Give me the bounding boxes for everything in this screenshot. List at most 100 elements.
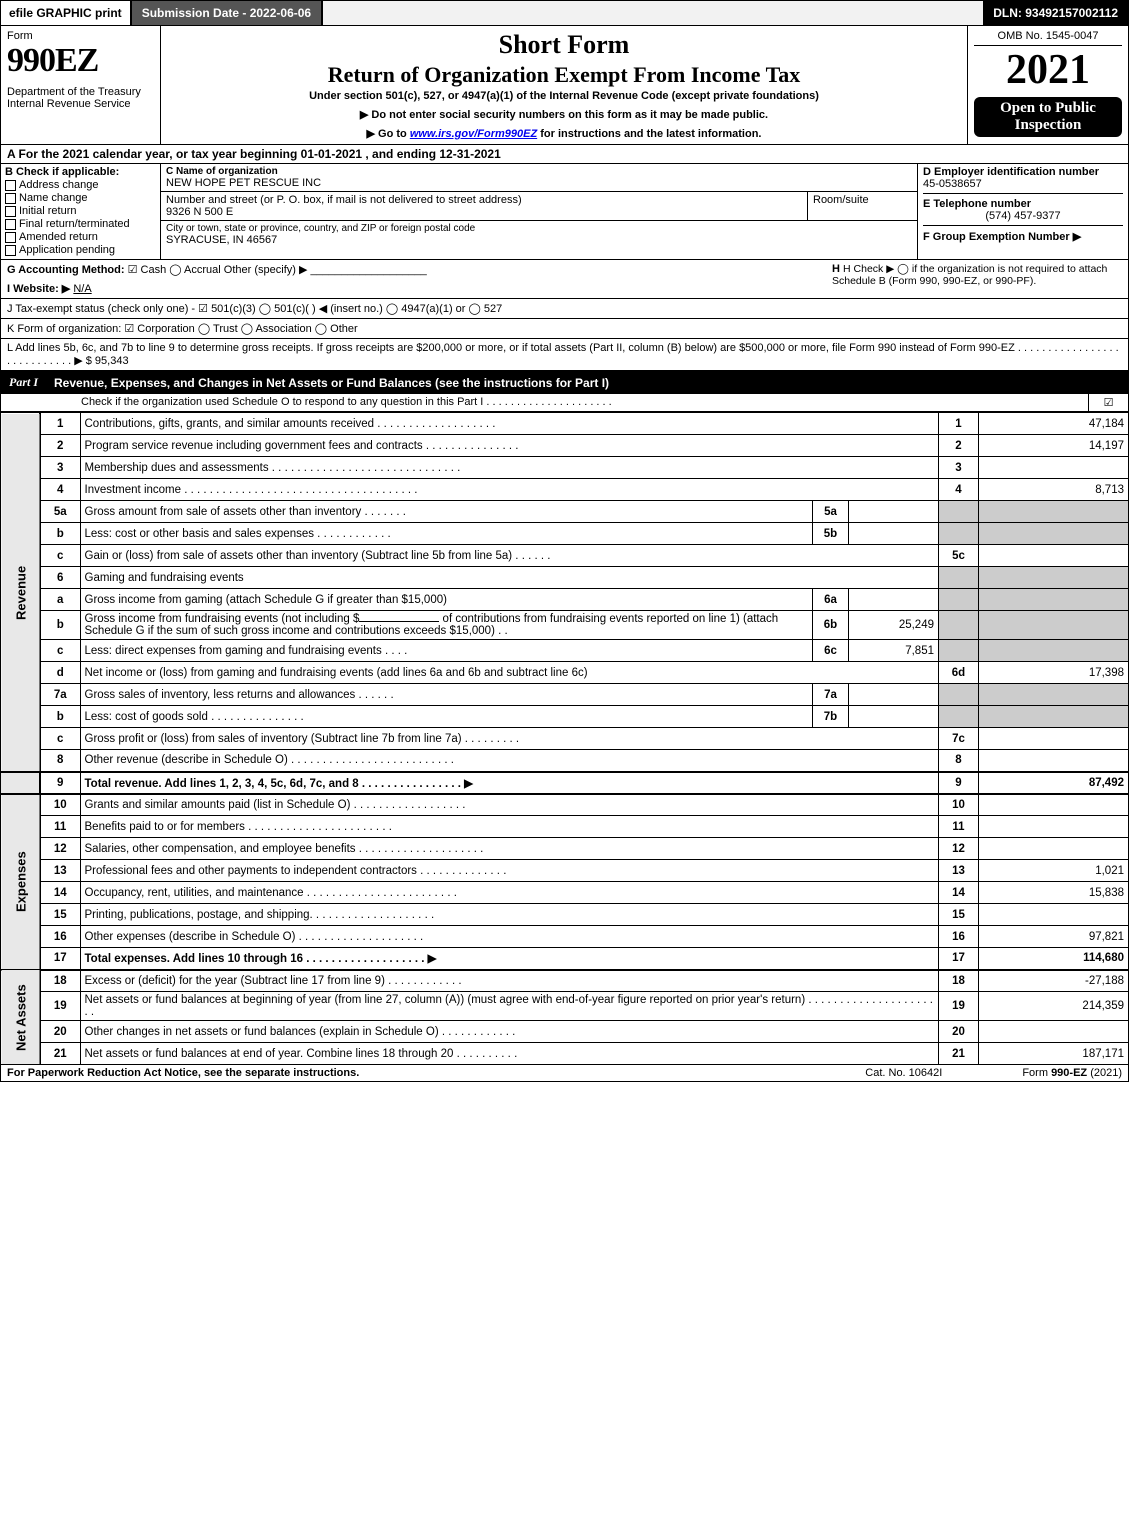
line-2-val: 14,197: [979, 435, 1129, 457]
form-word: Form: [7, 30, 154, 42]
chk-address-change[interactable]: Address change: [5, 179, 156, 191]
line-18-rnum: 18: [939, 970, 979, 992]
line-6-num: 6: [40, 567, 80, 589]
line-5a-rval: [979, 501, 1129, 523]
line-21-rnum: 21: [939, 1043, 979, 1065]
line-16-desc: Other expenses (describe in Schedule O) …: [80, 926, 939, 948]
form-header: Form 990EZ Department of the Treasury In…: [0, 26, 1129, 145]
line-7c-desc: Gross profit or (loss) from sales of inv…: [80, 728, 939, 750]
j-row: J Tax-exempt status (check only one) - ☑…: [1, 299, 1128, 319]
line-5a-desc: Gross amount from sale of assets other t…: [80, 501, 813, 523]
line-1-val: 47,184: [979, 413, 1129, 435]
d-ein-lbl: D Employer identification number: [923, 166, 1123, 178]
line-12-desc: Salaries, other compensation, and employ…: [80, 838, 939, 860]
line-17-desc: Total expenses. Add lines 10 through 16 …: [80, 948, 939, 970]
line-6b-desc: Gross income from fundraising events (no…: [80, 611, 813, 640]
line-20-num: 20: [40, 1021, 80, 1043]
line-16-num: 16: [40, 926, 80, 948]
dln-number: DLN: 93492157002112: [983, 1, 1128, 25]
line-6d-desc: Net income or (loss) from gaming and fun…: [80, 662, 939, 684]
chk-application-pending[interactable]: Application pending: [5, 244, 156, 256]
line-5c-val: [979, 545, 1129, 567]
line-15-desc: Printing, publications, postage, and shi…: [80, 904, 939, 926]
section-a-period: A For the 2021 calendar year, or tax yea…: [0, 145, 1129, 164]
line-8-val: [979, 750, 1129, 772]
d-ein-val: 45-0538657: [923, 178, 1123, 190]
line-5a-sv: [849, 501, 939, 523]
irs-link[interactable]: www.irs.gov/Form990EZ: [410, 128, 537, 140]
line-20-rnum: 20: [939, 1021, 979, 1043]
line-14-val: 15,838: [979, 882, 1129, 904]
line-6c-sn: 6c: [813, 640, 849, 662]
e-phone-val: (574) 457-9377: [923, 210, 1123, 222]
line-5c-rnum: 5c: [939, 545, 979, 567]
line-5b-num: b: [40, 523, 80, 545]
line-4-rnum: 4: [939, 479, 979, 501]
line-15-rnum: 15: [939, 904, 979, 926]
meta-rows: G Accounting Method: ☑ Cash ◯ Accrual Ot…: [0, 260, 1129, 371]
line-1-desc: Contributions, gifts, grants, and simila…: [80, 413, 939, 435]
i-website: N/A: [73, 283, 91, 295]
line-18-val: -27,188: [979, 970, 1129, 992]
line-5c-desc: Gain or (loss) from sale of assets other…: [80, 545, 939, 567]
line-7a-rval: [979, 684, 1129, 706]
chk-final-return[interactable]: Final return/terminated: [5, 218, 156, 230]
line-6c-sv: 7,851: [849, 640, 939, 662]
line-10-val: [979, 794, 1129, 816]
e-phone-lbl: E Telephone number: [923, 198, 1123, 210]
line-2-desc: Program service revenue including govern…: [80, 435, 939, 457]
section-def: D Employer identification number 45-0538…: [918, 164, 1128, 259]
g-other[interactable]: Other (specify) ▶: [224, 264, 308, 276]
note-goto-pre: ▶ Go to: [367, 128, 410, 140]
g-accrual[interactable]: ◯ Accrual: [169, 264, 220, 276]
line-13-val: 1,021: [979, 860, 1129, 882]
line-19-num: 19: [40, 992, 80, 1021]
line-6a-num: a: [40, 589, 80, 611]
footer-left: For Paperwork Reduction Act Notice, see …: [7, 1067, 865, 1079]
topbar-spacer: [323, 1, 983, 25]
omb-number: OMB No. 1545-0047: [974, 30, 1122, 46]
k-row: K Form of organization: ☑ Corporation ◯ …: [1, 319, 1128, 339]
line-6b-sn: 6b: [813, 611, 849, 640]
line-4-val: 8,713: [979, 479, 1129, 501]
header-center: Short Form Return of Organization Exempt…: [161, 26, 968, 144]
chk-initial-return[interactable]: Initial return: [5, 205, 156, 217]
tax-year: 2021: [974, 46, 1122, 94]
line-5a-num: 5a: [40, 501, 80, 523]
g-cash[interactable]: ☑ Cash: [128, 264, 167, 276]
c-name-val: NEW HOPE PET RESCUE INC: [166, 177, 912, 189]
note-no-ssn: ▶ Do not enter social security numbers o…: [167, 108, 961, 121]
short-form-title: Short Form: [167, 30, 961, 60]
line-17-rnum: 17: [939, 948, 979, 970]
line-7a-num: 7a: [40, 684, 80, 706]
line-13-rnum: 13: [939, 860, 979, 882]
part1-header: Part I Revenue, Expenses, and Changes in…: [0, 371, 1129, 394]
c-name-lbl: C Name of organization: [166, 166, 912, 177]
part1-sub-text: Check if the organization used Schedule …: [1, 394, 1088, 411]
chk-name-change[interactable]: Name change: [5, 192, 156, 204]
chk-amended[interactable]: Amended return: [5, 231, 156, 243]
line-7a-rnum: [939, 684, 979, 706]
line-21-num: 21: [40, 1043, 80, 1065]
line-5b-sv: [849, 523, 939, 545]
line-7b-rnum: [939, 706, 979, 728]
line-6b-rnum: [939, 611, 979, 640]
footer-center: Cat. No. 10642I: [865, 1067, 942, 1079]
line-7b-sv: [849, 706, 939, 728]
part1-sub-check[interactable]: ☑: [1088, 394, 1128, 411]
line-7b-sn: 7b: [813, 706, 849, 728]
line-5a-sn: 5a: [813, 501, 849, 523]
line-10-num: 10: [40, 794, 80, 816]
line-5c-num: c: [40, 545, 80, 567]
line-6c-rval: [979, 640, 1129, 662]
line-12-val: [979, 838, 1129, 860]
netassets-sidelabel: Net Assets: [1, 970, 41, 1065]
line-19-rnum: 19: [939, 992, 979, 1021]
line-6-rval: [979, 567, 1129, 589]
line-6b-sv: 25,249: [849, 611, 939, 640]
header-left: Form 990EZ Department of the Treasury In…: [1, 26, 161, 144]
line-8-num: 8: [40, 750, 80, 772]
i-label: I Website: ▶: [7, 283, 70, 295]
line-10-desc: Grants and similar amounts paid (list in…: [80, 794, 939, 816]
part1-sub: Check if the organization used Schedule …: [0, 394, 1129, 412]
